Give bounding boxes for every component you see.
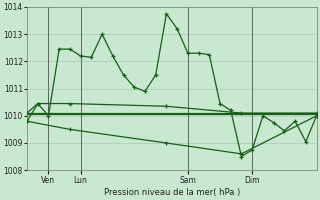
X-axis label: Pression niveau de la mer( hPa ): Pression niveau de la mer( hPa ) [104, 188, 240, 197]
